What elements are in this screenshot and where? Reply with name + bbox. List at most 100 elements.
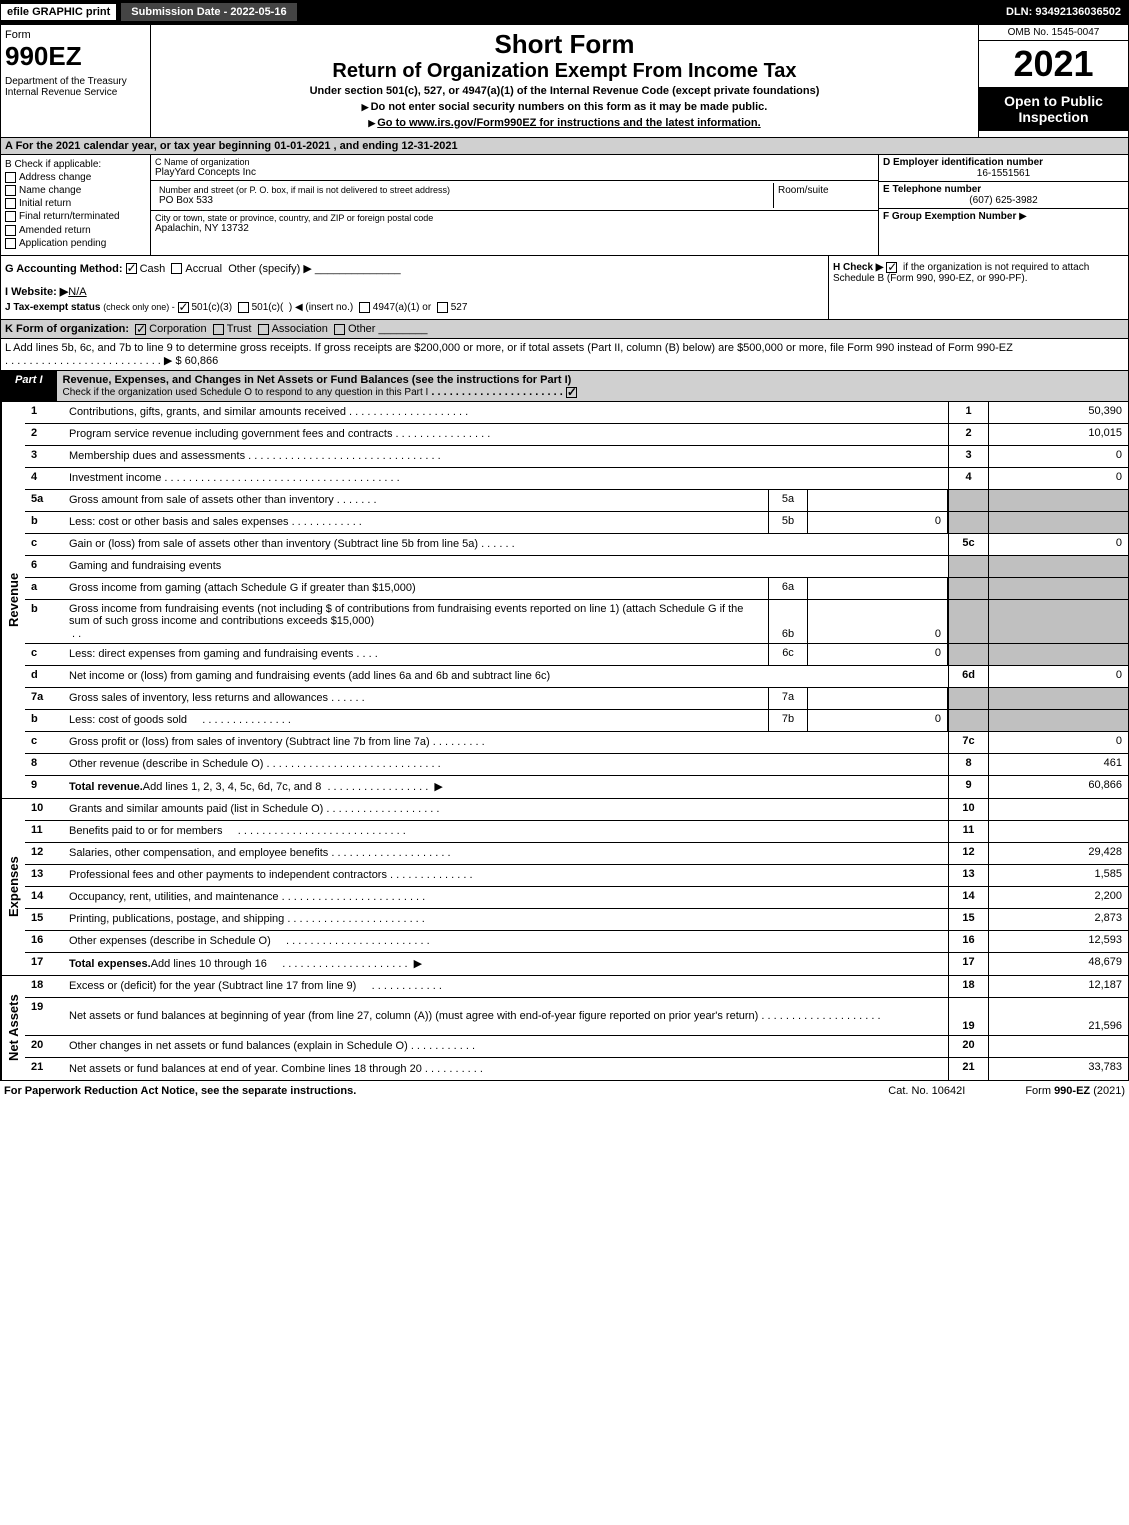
cb-final-return[interactable]: Final return/terminated [5,211,146,222]
footer-right: Form 990-EZ (2021) [1025,1085,1125,1097]
cb-corp[interactable] [135,324,146,335]
expenses-label: Expenses [1,799,25,975]
line-6c-desc: Less: direct expenses from gaming and fu… [65,644,768,665]
line-17-desc: Total expenses. Add lines 10 through 16 … [65,953,948,975]
line-15-val: 2,873 [988,909,1128,930]
line-5b-desc: Less: cost or other basis and sales expe… [65,512,768,533]
line-6b-iv: 0 [808,600,948,643]
cb-501c[interactable] [238,302,249,313]
row-l: L Add lines 5b, 6c, and 7b to line 9 to … [0,339,1129,371]
line-7b-desc: Less: cost of goods sold . . . . . . . .… [65,710,768,731]
line-18-bn: 18 [948,976,988,997]
row-a: A For the 2021 calendar year, or tax yea… [0,138,1129,155]
footer-mid: Cat. No. 10642I [888,1085,965,1097]
omb-number: OMB No. 1545-0047 [979,25,1128,41]
line-2-num: 2 [25,424,65,445]
line-5b-gray [948,512,988,533]
cb-trust[interactable] [213,324,224,335]
line-10-val [988,799,1128,820]
header-mid: Short Form Return of Organization Exempt… [151,25,978,137]
line-21-desc: Net assets or fund balances at end of ye… [65,1058,948,1080]
line-13-val: 1,585 [988,865,1128,886]
col-b: B Check if applicable: Address change Na… [1,155,151,255]
line-16-num: 16 [25,931,65,952]
line-15-num: 15 [25,909,65,930]
cb-501c3[interactable] [178,302,189,313]
revenue-label: Revenue [1,402,25,798]
efile-print[interactable]: efile GRAPHIC print [0,3,117,21]
g-accounting: G Accounting Method: Cash Accrual Other … [5,262,824,275]
cb-amended-return[interactable]: Amended return [5,225,146,236]
line-2-val: 10,015 [988,424,1128,445]
form-number: 990EZ [5,41,146,72]
cb-application-pending[interactable]: Application pending [5,238,146,249]
cb-name-change[interactable]: Name change [5,185,146,196]
line-6b-gray [948,600,988,643]
line-19-bn: 19 [948,998,988,1035]
line-5b-iv: 0 [808,512,948,533]
short-form: Short Form [155,29,974,60]
line-15-desc: Printing, publications, postage, and shi… [65,909,948,930]
line-5a-gray [948,490,988,511]
c-address: Number and street (or P. O. box, if mail… [151,181,878,211]
line-5c-desc: Gain or (loss) from sale of assets other… [65,534,948,555]
line-6d-val: 0 [988,666,1128,687]
line-20-bn: 20 [948,1036,988,1057]
line-11-num: 11 [25,821,65,842]
cb-527[interactable] [437,302,448,313]
line-7a-ibn: 7a [768,688,808,709]
cb-h[interactable] [886,262,897,273]
i-website: I Website: ▶N/A [5,285,824,298]
line-17-val: 48,679 [988,953,1128,975]
line-11-val [988,821,1128,842]
cb-address-change[interactable]: Address change [5,172,146,183]
line-6c-gray [948,644,988,665]
cb-assoc[interactable] [258,324,269,335]
line-4-val: 0 [988,468,1128,489]
line-9-bn: 9 [948,776,988,798]
line-4-bn: 4 [948,468,988,489]
line-6b-num: b [25,600,65,643]
line-5a-desc: Gross amount from sale of assets other t… [65,490,768,511]
line-19-num: 19 [25,998,65,1035]
cb-initial-return[interactable]: Initial return [5,198,146,209]
header-left: Form 990EZ Department of the Treasury In… [1,25,151,137]
line-5a-ibn: 5a [768,490,808,511]
cb-cash[interactable] [126,263,137,274]
line-7a-gray [948,688,988,709]
footer-left: For Paperwork Reduction Act Notice, see … [4,1085,356,1097]
f-group: F Group Exemption Number ▶ [879,209,1128,224]
line-6b-desc: Gross income from fundraising events (no… [65,600,768,643]
line-10-num: 10 [25,799,65,820]
line-10-bn: 10 [948,799,988,820]
line-16-desc: Other expenses (describe in Schedule O) … [65,931,948,952]
line-6d-desc: Net income or (loss) from gaming and fun… [65,666,948,687]
line-3-desc: Membership dues and assessments . . . . … [65,446,948,467]
line-7a-desc: Gross sales of inventory, less returns a… [65,688,768,709]
row-gh: G Accounting Method: Cash Accrual Other … [0,256,1129,320]
form-subtitle: Under section 501(c), 527, or 4947(a)(1)… [155,85,974,97]
form-title: Return of Organization Exempt From Incom… [155,60,974,83]
col-h: H Check ▶ if the organization is not req… [828,256,1128,319]
line-7a-num: 7a [25,688,65,709]
line-19-val: 21,596 [988,998,1128,1035]
submission-date: Submission Date - 2022-05-16 [121,3,296,21]
cb-accrual[interactable] [171,263,182,274]
line-7a-gray2 [988,688,1128,709]
cb-4947[interactable] [359,302,370,313]
line-13-bn: 13 [948,865,988,886]
cb-other-org[interactable] [334,324,345,335]
line-6c-gray2 [988,644,1128,665]
line-5c-bn: 5c [948,534,988,555]
e-phone: E Telephone number (607) 625-3982 [879,182,1128,209]
line-6a-num: a [25,578,65,599]
line-6d-num: d [25,666,65,687]
line-7b-ibn: 7b [768,710,808,731]
tax-year: 2021 [979,41,1128,87]
line-20-desc: Other changes in net assets or fund bala… [65,1036,948,1057]
line-14-val: 2,200 [988,887,1128,908]
line-7b-iv: 0 [808,710,948,731]
cb-sched-o[interactable] [566,387,577,398]
line-5c-val: 0 [988,534,1128,555]
line-3-val: 0 [988,446,1128,467]
